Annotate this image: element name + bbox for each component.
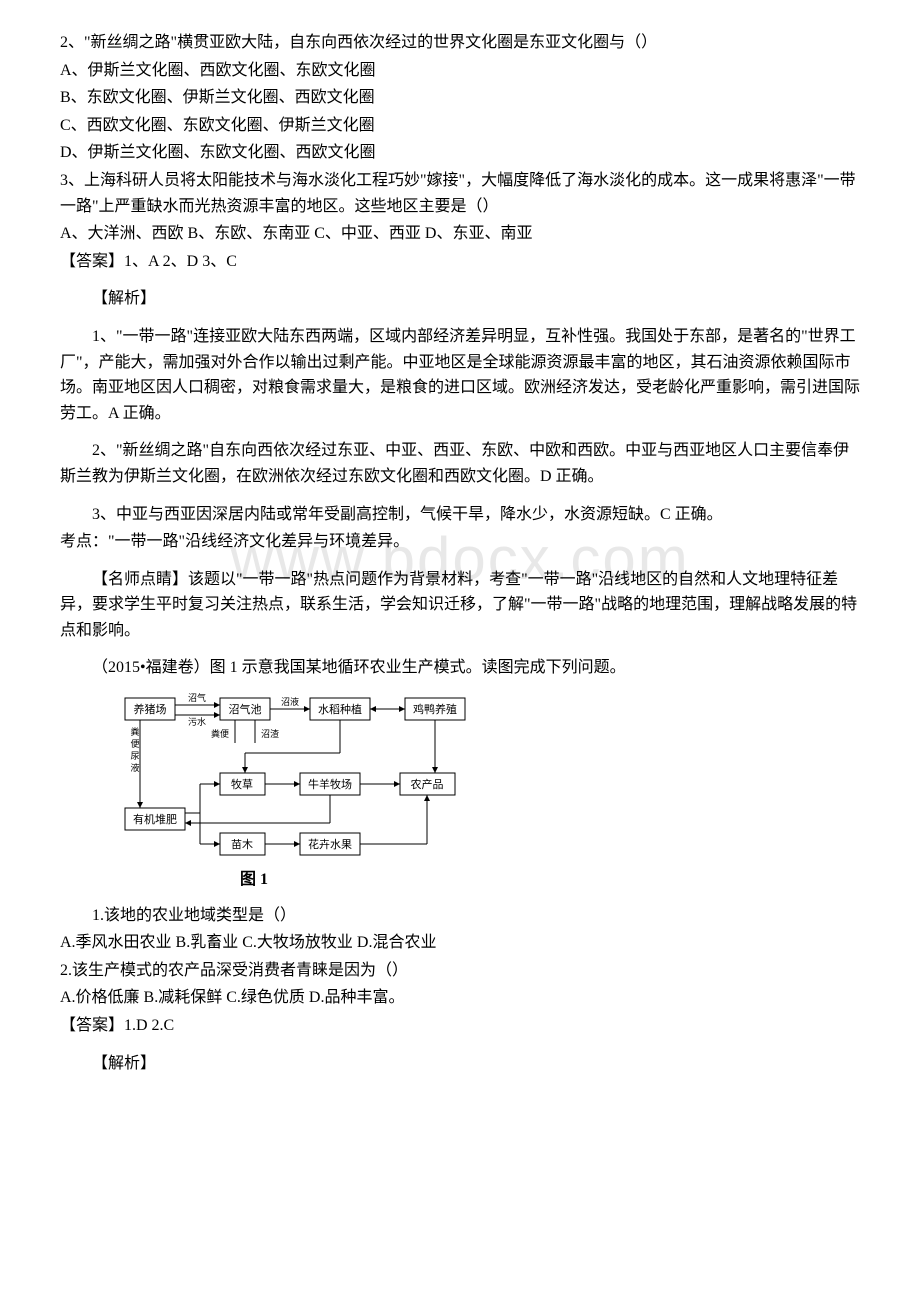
q3-stem: 3、上海科研人员将太阳能技术与海水淡化工程巧妙"嫁接"，大幅度降低了海水淡化的成… bbox=[60, 168, 860, 219]
box-yangzhuchang: 养猪场 bbox=[134, 702, 167, 716]
q2-option-c: C、西欧文化圈、东欧文化圈、伊斯兰文化圈 bbox=[60, 113, 860, 139]
kaodian: 考点："一带一路"沿线经济文化差异与环境差异。 bbox=[60, 529, 860, 555]
q2-stem: 2、"新丝绸之路"横贯亚欧大陆，自东向西依次经过的世界文化圈是东亚文化圈与（） bbox=[60, 30, 860, 56]
section2-intro: （2015•福建卷）图 1 示意我国某地循环农业生产模式。读图完成下列问题。 bbox=[60, 655, 860, 681]
analysis-p1: 1、"一带一路"连接亚欧大陆东西两端，区域内部经济差异明显，互补性强。我国处于东… bbox=[60, 324, 860, 426]
box-niuyang: 牛羊牧场 bbox=[308, 777, 352, 791]
document-content: 2、"新丝绸之路"横贯亚欧大陆，自东向西依次经过的世界文化圈是东亚文化圈与（） … bbox=[60, 30, 860, 1076]
q2-option-b: B、东欧文化圈、伊斯兰文化圈、西欧文化圈 bbox=[60, 85, 860, 111]
box-miaomu: 苗木 bbox=[231, 838, 253, 851]
s2-q1: 1.该地的农业地域类型是（） bbox=[60, 903, 860, 929]
svg-text:便: 便 bbox=[130, 738, 139, 749]
flow-diagram: 养猪场 沼气池 水稻种植 鸡鸭养殖 沼气 污水 沼液 bbox=[120, 693, 860, 863]
svg-text:沼渣: 沼渣 bbox=[261, 728, 279, 739]
s2-analysis-title: 【解析】 bbox=[60, 1051, 860, 1077]
s2-q2-opts: A.价格低廉 B.减耗保鲜 C.绿色优质 D.品种丰富。 bbox=[60, 985, 860, 1011]
s2-answer: 【答案】1.D 2.C bbox=[60, 1013, 860, 1039]
label-wushui: 污水 bbox=[188, 716, 206, 727]
svg-text:尿: 尿 bbox=[130, 751, 139, 761]
label-zhaoye: 沼液 bbox=[281, 696, 299, 707]
q2-option-a: A、伊斯兰文化圈、西欧文化圈、东欧文化圈 bbox=[60, 58, 860, 84]
label-fenbian: 粪便 bbox=[211, 728, 229, 739]
analysis-title: 【解析】 bbox=[60, 286, 860, 312]
analysis-p2: 2、"新丝绸之路"自东向西依次经过东亚、中亚、西亚、东欧、中欧和西欧。中亚与西亚… bbox=[60, 438, 860, 489]
s2-q2: 2.该生产模式的农产品深受消费者青睐是因为（） bbox=[60, 958, 860, 984]
s2-q1-opts: A.季风水田农业 B.乳畜业 C.大牧场放牧业 D.混合农业 bbox=[60, 930, 860, 956]
box-nongchanpin: 农产品 bbox=[411, 777, 444, 791]
box-jiya: 鸡鸭养殖 bbox=[413, 702, 457, 716]
diagram-caption: 图 1 bbox=[240, 867, 860, 893]
box-huahui: 花卉水果 bbox=[308, 838, 352, 851]
answer-block-1: 【答案】1、A 2、D 3、C bbox=[60, 249, 860, 275]
q2-option-d: D、伊斯兰文化圈、东欧文化圈、西欧文化圈 bbox=[60, 140, 860, 166]
box-youji: 有机堆肥 bbox=[133, 812, 177, 826]
svg-text:粪: 粪 bbox=[130, 726, 139, 737]
box-mucao: 牧草 bbox=[231, 777, 253, 791]
label-zhaoqi: 沼气 bbox=[188, 693, 206, 703]
analysis-p3: 3、中亚与西亚因深居内陆或常年受副高控制，气候干旱，降水少，水资源短缺。C 正确… bbox=[60, 502, 860, 528]
q3-options: A、大洋洲、西欧 B、东欧、东南亚 C、中亚、西亚 D、东亚、南亚 bbox=[60, 221, 860, 247]
svg-text:液: 液 bbox=[130, 762, 139, 773]
box-zhaoqichi: 沼气池 bbox=[229, 702, 262, 716]
box-shuidao: 水稻种植 bbox=[318, 702, 362, 716]
mingshi-dianqing: 【名师点睛】该题以"一带一路"热点问题作为背景材料，考查"一带一路"沿线地区的自… bbox=[60, 567, 860, 644]
